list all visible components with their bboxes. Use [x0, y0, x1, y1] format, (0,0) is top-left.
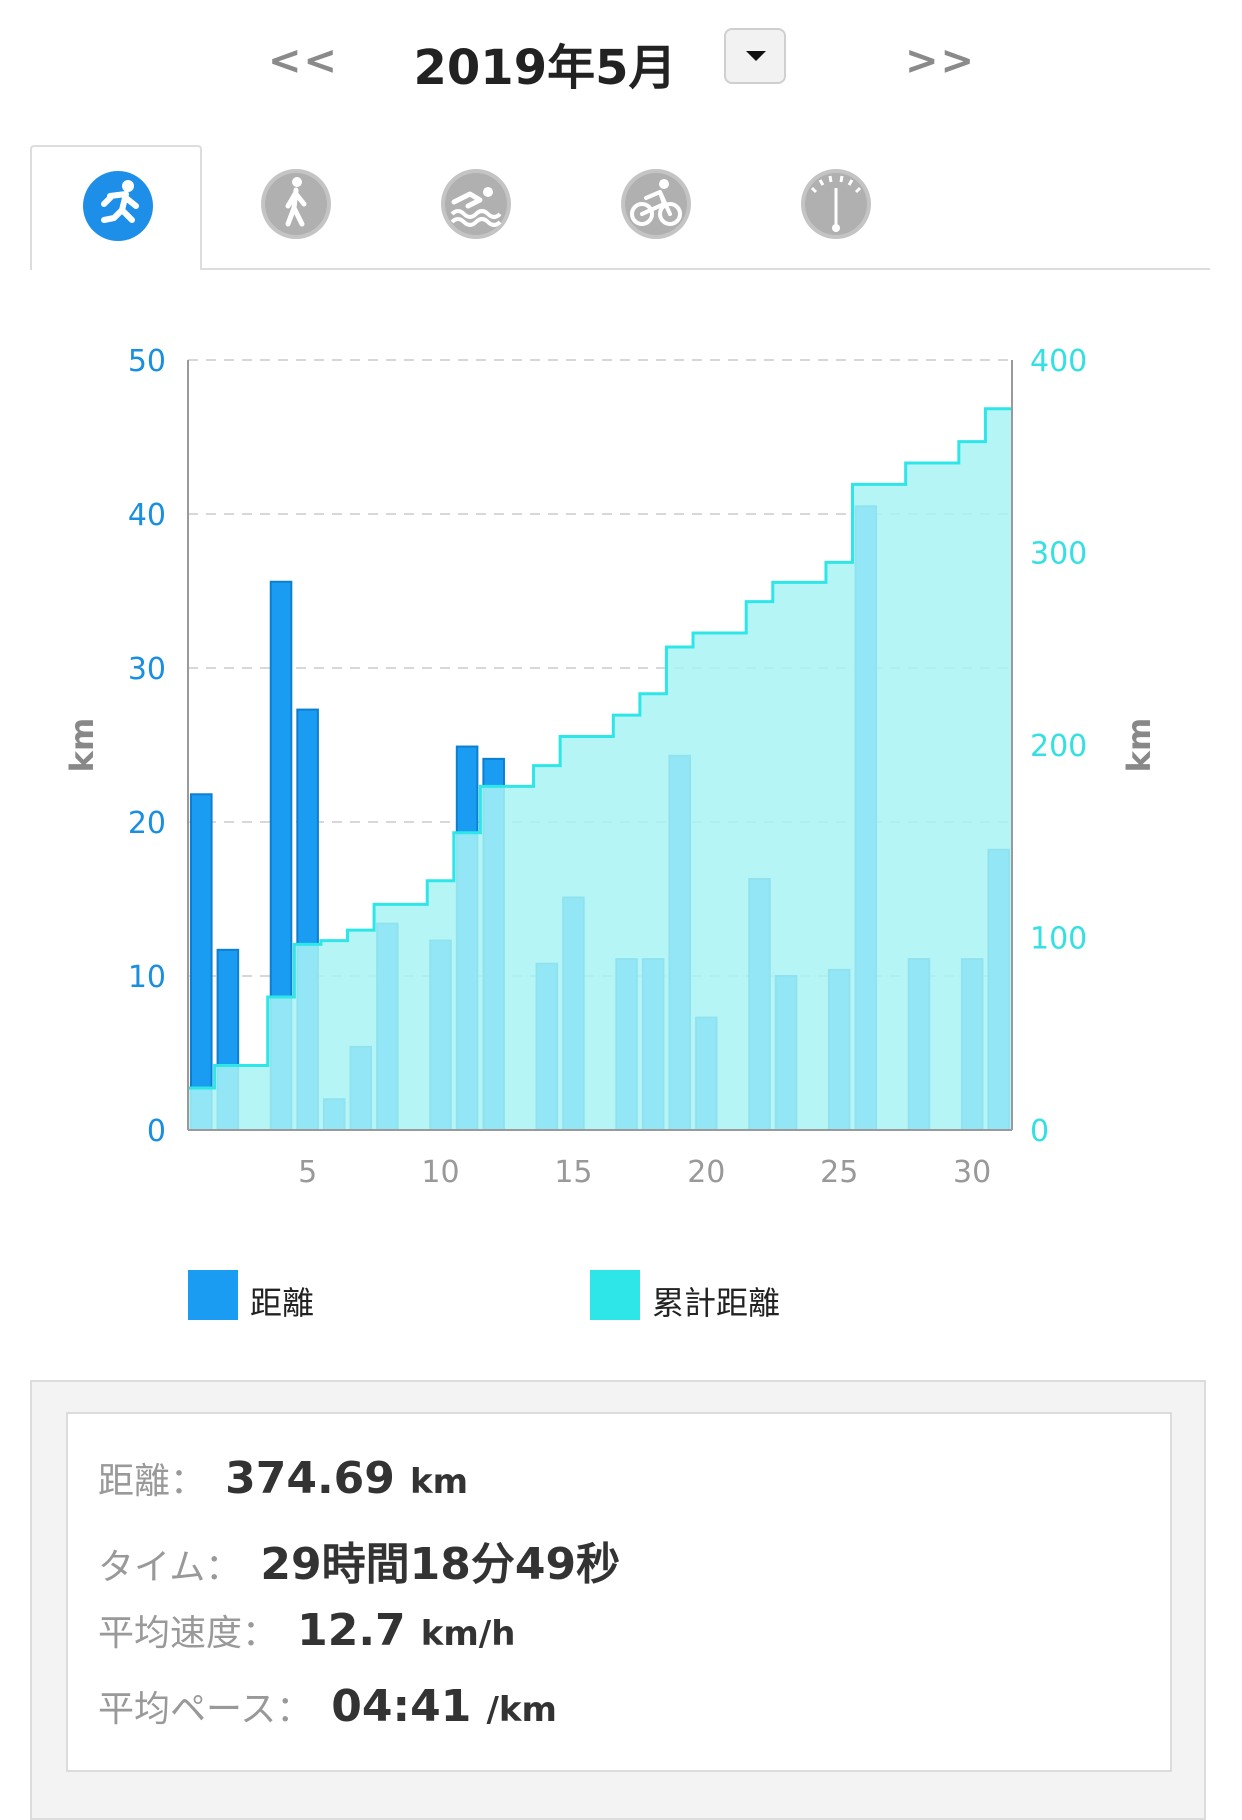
stat-distance-unit: km [410, 1462, 469, 1502]
chart-legend: 距離 累計距離 [0, 1270, 1242, 1330]
running-icon [83, 171, 153, 241]
y-tick-label: 30 [128, 652, 166, 687]
swimming-icon [441, 169, 511, 239]
stat-speed: 平均速度： 12.7 km/h [98, 1604, 515, 1664]
next-month-button[interactable]: >> [905, 38, 977, 84]
legend-label-distance: 距離 [250, 1284, 315, 1322]
stat-distance-value: 374.69 [225, 1453, 395, 1504]
stat-pace: 平均ペース： 04:41 /km [98, 1680, 557, 1740]
month-dropdown-button[interactable] [724, 28, 786, 84]
x-tick-label: 15 [554, 1155, 592, 1190]
distance-chart-svg: 0 10 20 30 40 50 0 100 200 300 400 5 10 15 20 25 30 km km [63, 344, 1158, 1190]
summary-card: 距離： 374.69 km タイム： 29時間18分49秒 平均速度： 12.7… [66, 1412, 1172, 1772]
y2-tick-label: 400 [1030, 344, 1087, 379]
tab-meter[interactable] [750, 145, 922, 270]
tab-cycling[interactable] [570, 145, 742, 270]
y-tick-label: 20 [128, 806, 166, 841]
y2-tick-label: 100 [1030, 922, 1087, 957]
cycling-icon [621, 169, 691, 239]
tab-walking[interactable] [210, 145, 382, 270]
x-tick-label: 30 [953, 1155, 991, 1190]
y2-axis-label: km [1120, 718, 1158, 773]
stat-speed-label: 平均速度： [98, 1613, 279, 1654]
y-axis-label: km [63, 718, 101, 773]
legend-swatch-distance [188, 1270, 238, 1320]
meter-icon [801, 169, 871, 239]
summary-panel: 距離： 374.69 km タイム： 29時間18分49秒 平均速度： 12.7… [30, 1380, 1206, 1820]
stat-distance: 距離： 374.69 km [98, 1452, 468, 1512]
stat-time-value: 29時間18分49秒 [260, 1539, 621, 1590]
x-tick-label: 10 [421, 1155, 459, 1190]
stat-speed-unit: km/h [420, 1614, 516, 1654]
legend-swatch-cumulative [590, 1270, 640, 1320]
activity-tabs [30, 145, 1210, 270]
previous-month-button[interactable]: << [268, 38, 340, 84]
walking-icon [261, 169, 331, 239]
cumulative-line [188, 407, 1012, 1090]
x-tick-label: 5 [298, 1155, 317, 1190]
stat-pace-label: 平均ペース： [98, 1689, 313, 1730]
x-tick-label: 20 [687, 1155, 725, 1190]
y-tick-label: 40 [128, 498, 166, 533]
y2-tick-label: 200 [1030, 729, 1087, 764]
tab-swimming[interactable] [390, 145, 562, 270]
tabs-divider [202, 268, 1210, 270]
tab-running[interactable] [30, 145, 202, 270]
activity-chart: 0 10 20 30 40 50 0 100 200 300 400 5 10 15 20 25 30 km km [0, 320, 1242, 1200]
stat-pace-value: 04:41 [331, 1681, 472, 1732]
y-tick-label: 10 [128, 960, 166, 995]
month-header: << 2019年5月 >> [0, 0, 1242, 130]
y2-tick-label: 0 [1030, 1114, 1049, 1149]
y-tick-label: 0 [147, 1114, 166, 1149]
month-title: 2019年5月 [413, 40, 677, 96]
stat-time-label: タイム： [98, 1547, 242, 1588]
stat-speed-value: 12.7 [297, 1605, 406, 1656]
caret-down-icon [746, 51, 766, 61]
y-tick-label: 50 [128, 344, 166, 379]
stat-time: タイム： 29時間18分49秒 [98, 1528, 620, 1590]
cumulative-area [188, 408, 1012, 1130]
stat-distance-label: 距離： [98, 1461, 207, 1502]
y2-tick-label: 300 [1030, 537, 1087, 572]
distance-bar [190, 793, 213, 1131]
stat-pace-unit: /km [486, 1690, 557, 1730]
legend-label-cumulative: 累計距離 [652, 1284, 781, 1322]
x-tick-label: 25 [820, 1155, 858, 1190]
